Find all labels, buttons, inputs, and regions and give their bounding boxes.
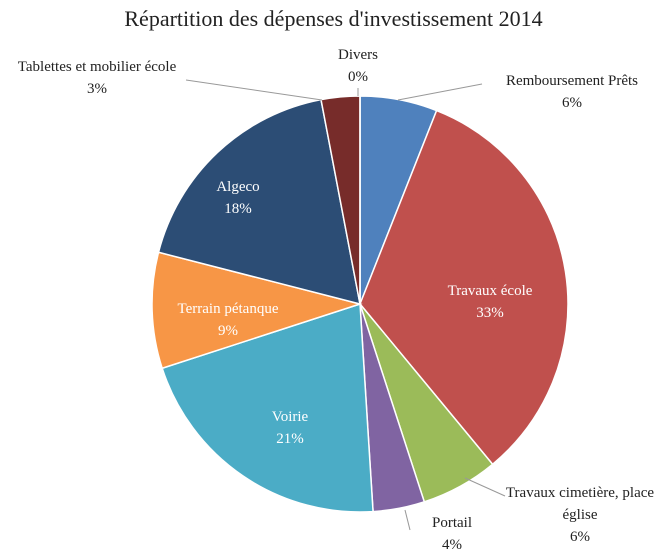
slice-label: Voirie 21%	[230, 406, 350, 450]
category-label: Travaux école	[447, 283, 533, 299]
leader-line	[397, 83, 483, 101]
category-label: Voirie	[271, 409, 309, 425]
slice-label: Travaux cimetière, place église 6%	[495, 482, 665, 548]
leader-line	[404, 509, 411, 531]
value-label: 4%	[442, 537, 462, 553]
category-label: Travaux cimetière, place église	[505, 485, 655, 523]
slice-label: Portail 4%	[412, 512, 492, 554]
value-label: 6%	[570, 529, 590, 545]
leader-line	[185, 79, 323, 101]
value-label: 6%	[562, 95, 582, 111]
slice-label: Tablettes et mobilier école 3%	[10, 56, 185, 100]
pie-slice	[359, 109, 569, 466]
value-label: 3%	[87, 81, 107, 97]
chart-title: Répartition des dépenses d'investissemen…	[124, 6, 543, 31]
pie-slice	[161, 302, 374, 513]
category-label: Terrain pétanque	[177, 301, 279, 317]
category-label: Tablettes et mobilier école	[17, 59, 177, 75]
pie-slice	[157, 98, 361, 306]
category-label: Algeco	[216, 179, 260, 195]
value-label: 21%	[276, 431, 304, 447]
slice-label: Algeco 18%	[178, 176, 298, 220]
value-label: 33%	[476, 305, 504, 321]
slice-label: Terrain pétanque 9%	[153, 298, 303, 342]
value-label: 9%	[218, 323, 238, 339]
category-label: Portail	[432, 515, 472, 531]
slice-label: Remboursement Prêts 6%	[482, 70, 662, 114]
value-label: 18%	[224, 201, 252, 217]
value-label: 0%	[348, 69, 368, 85]
pie-slice	[151, 251, 363, 370]
slice-label: Travaux école 33%	[415, 280, 565, 324]
leader-line	[464, 477, 506, 497]
category-label: Divers	[338, 47, 378, 63]
slice-label: Divers 0%	[318, 44, 398, 88]
category-label: Remboursement Prêts	[505, 73, 639, 89]
